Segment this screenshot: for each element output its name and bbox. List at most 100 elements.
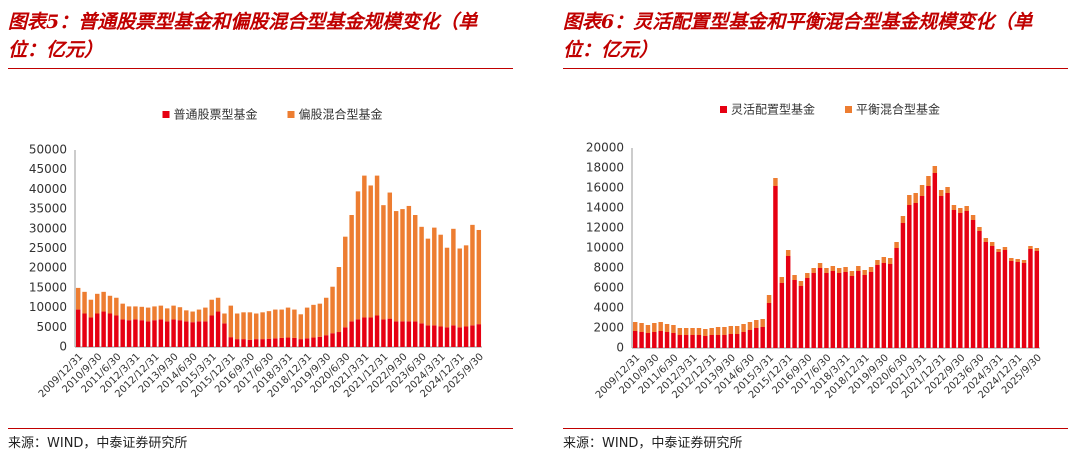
bar <box>355 319 361 347</box>
bar <box>715 327 721 335</box>
bar <box>683 328 689 335</box>
bar <box>133 306 138 320</box>
bar <box>938 196 944 348</box>
bar <box>343 327 348 347</box>
bar <box>785 250 791 256</box>
bar <box>247 312 253 340</box>
bar <box>317 303 323 337</box>
bar <box>343 236 348 328</box>
bar <box>177 307 183 321</box>
bar <box>671 325 676 333</box>
bar <box>996 252 1001 348</box>
bar <box>82 291 87 314</box>
bar <box>817 263 823 268</box>
bar <box>1009 261 1014 348</box>
y-tick-label: 50000 <box>29 143 67 157</box>
bar <box>734 334 740 348</box>
bar <box>292 309 297 338</box>
bar <box>374 175 380 316</box>
bar <box>317 336 323 347</box>
bar <box>349 215 354 322</box>
bar <box>228 305 234 338</box>
bar <box>766 303 772 348</box>
y-tick-label: 2000 <box>593 321 624 335</box>
panel: 图表5：普通股票型基金和偏股混合型基金规模变化（单位：亿元） 0 5000 1000… <box>0 0 540 451</box>
bar <box>164 321 170 347</box>
bar <box>266 311 272 339</box>
bar <box>432 325 437 347</box>
bar <box>1028 246 1033 249</box>
bar <box>945 187 950 193</box>
bar <box>387 318 393 347</box>
bar <box>1015 262 1020 348</box>
bar <box>381 205 386 320</box>
bar <box>811 273 816 348</box>
bar <box>279 309 284 338</box>
bar <box>696 328 702 335</box>
bar <box>374 315 380 347</box>
bar <box>977 227 982 231</box>
bar <box>196 321 202 347</box>
bar <box>107 313 113 347</box>
y-tick-label: 4000 <box>593 301 624 315</box>
bar <box>425 238 431 326</box>
bar <box>766 295 772 303</box>
bar <box>362 317 367 347</box>
bar <box>254 313 259 340</box>
bar <box>970 220 976 348</box>
bar <box>419 323 424 347</box>
bar <box>639 332 644 348</box>
bar <box>88 317 94 347</box>
bar <box>887 264 893 348</box>
bar <box>664 324 670 332</box>
bar <box>983 242 989 348</box>
legend-swatch <box>162 111 170 118</box>
bar <box>234 339 240 347</box>
bar <box>875 265 880 348</box>
bar <box>875 260 880 265</box>
bar <box>919 185 925 196</box>
bar <box>977 231 982 348</box>
bar <box>703 336 708 348</box>
bar <box>95 313 100 347</box>
bar <box>773 186 778 348</box>
bar <box>1034 251 1040 348</box>
bar <box>413 215 418 322</box>
y-tick-label: 18000 <box>586 161 624 175</box>
bar <box>126 306 132 321</box>
bar <box>715 335 721 348</box>
bar <box>849 271 855 276</box>
bar <box>1009 258 1014 261</box>
bar <box>709 328 714 335</box>
bar <box>101 291 106 312</box>
bar <box>907 205 912 348</box>
legend-swatch <box>287 111 295 118</box>
y-tick-label: 0 <box>616 341 624 355</box>
bar <box>184 310 189 322</box>
bar <box>203 307 208 322</box>
bar <box>451 325 456 347</box>
bar <box>779 277 785 283</box>
bar <box>1015 259 1020 262</box>
y-tick-label: 30000 <box>29 221 67 235</box>
bar <box>139 306 144 321</box>
bar <box>336 267 342 333</box>
y-tick-label: 14000 <box>586 201 624 215</box>
y-tick-label: 20000 <box>586 141 624 155</box>
bar <box>792 275 797 280</box>
chart-title: 图表6：灵活配置型基金和平衡混合型基金规模变化（单位：亿元） <box>563 8 1068 69</box>
bar <box>970 215 976 220</box>
bar <box>958 208 963 213</box>
bar <box>164 308 170 322</box>
bar <box>158 305 164 320</box>
bar <box>203 321 208 347</box>
bar <box>658 322 663 331</box>
bar <box>856 266 861 271</box>
bar <box>632 322 638 331</box>
bar <box>349 321 354 347</box>
bar <box>95 293 100 314</box>
bar <box>323 335 329 347</box>
bar <box>945 193 950 348</box>
bar <box>158 319 164 347</box>
bar <box>222 323 227 347</box>
